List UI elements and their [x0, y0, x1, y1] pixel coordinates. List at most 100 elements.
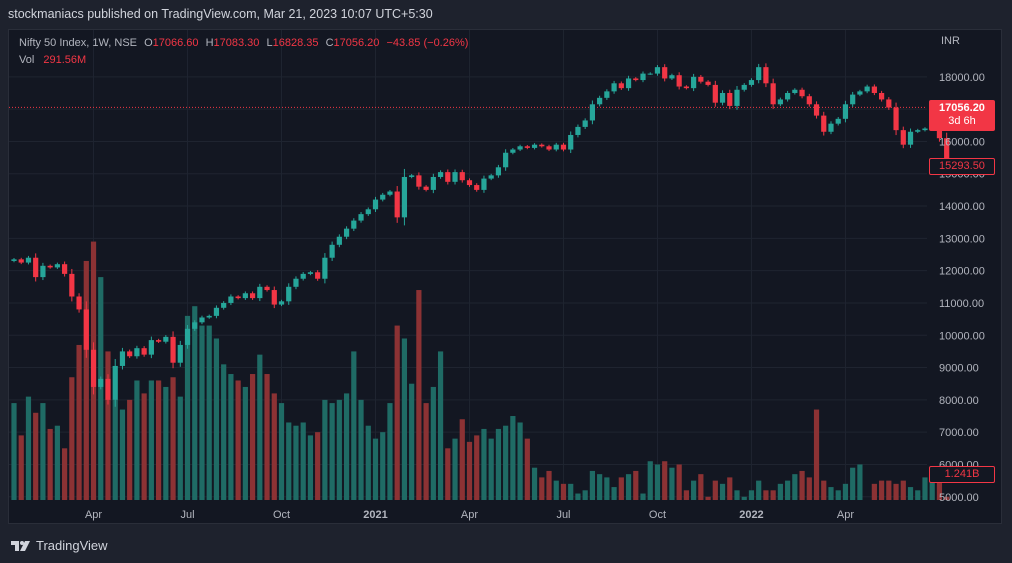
chart-panel[interactable]: 5000.006000.007000.008000.009000.0010000… — [8, 29, 1002, 524]
volume-bar — [582, 490, 588, 500]
candle-body — [112, 365, 118, 400]
candle-body — [380, 194, 386, 200]
volume-bar — [192, 306, 198, 500]
volume-bar — [719, 483, 726, 500]
candle-body — [705, 81, 711, 85]
volume-bar — [322, 399, 328, 500]
candle-body — [640, 73, 646, 81]
volume-bar — [119, 409, 126, 500]
volume-bar — [141, 393, 147, 500]
volume-bar — [69, 377, 75, 500]
high-value: 17083.30 — [213, 37, 260, 49]
volume-bar — [18, 435, 24, 500]
candle-body — [445, 172, 451, 182]
volume-bar — [163, 386, 169, 500]
volume-bar — [105, 351, 111, 500]
volume-bar — [452, 438, 458, 500]
candle-body — [62, 264, 68, 274]
price-tick-label: 7000.00 — [939, 427, 979, 439]
candle-body — [322, 257, 328, 279]
candle-body — [488, 175, 494, 179]
volume-bar — [242, 386, 248, 500]
candle-body — [148, 340, 154, 355]
chart-canvas[interactable]: 5000.006000.007000.008000.009000.0010000… — [9, 30, 1001, 523]
price-tick-label: 11000.00 — [939, 298, 984, 310]
candle-body — [886, 99, 892, 108]
candle-body — [777, 99, 783, 105]
candle-body — [430, 176, 436, 190]
volume-bar — [821, 480, 827, 500]
candle-body — [633, 78, 639, 81]
symbol-label[interactable]: Nifty 50 Index, 1W, NSE — [19, 37, 137, 49]
volume-bar — [423, 403, 429, 500]
volume-tag: 1.241B — [929, 466, 995, 483]
volume-bar — [358, 399, 364, 500]
candle-body — [336, 236, 342, 245]
volume-bar — [734, 490, 740, 500]
candle-body — [719, 92, 726, 103]
tradingview-logo-icon — [11, 540, 30, 551]
time-tick-label: Jul — [180, 509, 194, 521]
volume-bar — [727, 477, 733, 500]
candle-body — [156, 340, 162, 342]
volume-bar — [33, 412, 39, 500]
candle-body — [242, 293, 248, 299]
candle-body — [416, 175, 422, 187]
price-tick-label: 13000.00 — [939, 233, 985, 245]
candle-body — [54, 264, 60, 268]
candle-body — [264, 286, 270, 291]
candle-body — [163, 336, 169, 342]
volume-bar — [228, 374, 234, 500]
volume-bar — [705, 496, 711, 500]
time-tick-label: Apr — [461, 509, 478, 521]
volume-bar — [770, 490, 776, 500]
volume-bar — [62, 448, 68, 500]
high-label: H — [205, 37, 214, 49]
volume-bar — [307, 435, 314, 500]
volume-bar — [792, 474, 798, 500]
footer-brand[interactable]: TradingView — [10, 538, 108, 553]
volume-bar — [445, 448, 451, 500]
volume-bar — [401, 338, 408, 500]
candle-body — [358, 214, 364, 221]
candle-body — [589, 104, 595, 121]
volume-bar — [647, 461, 653, 500]
candle-body — [568, 134, 574, 150]
candle-body — [90, 349, 97, 387]
volume-bar — [625, 474, 632, 500]
candle-body — [676, 75, 682, 87]
candle-body — [727, 92, 733, 106]
candle-body — [879, 92, 885, 100]
candle-body — [763, 67, 769, 84]
close-value: 17056.20 — [333, 37, 380, 49]
candle-body — [307, 272, 314, 274]
candle-body — [387, 191, 393, 195]
time-axis: Apr Jul Oct 2021 Apr Jul Oct 2022 Apr — [85, 509, 854, 521]
candle-body — [799, 89, 805, 97]
candle-body — [604, 91, 610, 98]
candle-body — [503, 152, 509, 168]
candle-body — [47, 265, 53, 268]
candle-body — [821, 115, 827, 132]
volume-bar — [842, 483, 849, 500]
candle-body — [560, 144, 567, 150]
price-tick-label: 10000.00 — [939, 330, 985, 342]
last-price-value: 17056.20 — [939, 102, 985, 114]
volume-bar — [936, 480, 943, 500]
candle-body — [647, 73, 653, 75]
close-label: C — [325, 37, 334, 49]
time-tick-label: Jul — [556, 509, 570, 521]
volume-bar — [40, 403, 46, 500]
volume-bar — [922, 477, 928, 500]
candle-body — [33, 257, 39, 278]
candle-body — [459, 172, 465, 181]
candle-body — [300, 273, 306, 279]
candle-body — [401, 176, 408, 218]
candle-body — [351, 220, 357, 229]
volume-bar — [799, 470, 805, 500]
candlesticks — [11, 63, 950, 407]
candle-body — [806, 96, 812, 105]
candle-body — [748, 80, 755, 85]
volume-bar — [756, 480, 762, 500]
volume-bar — [539, 477, 545, 500]
